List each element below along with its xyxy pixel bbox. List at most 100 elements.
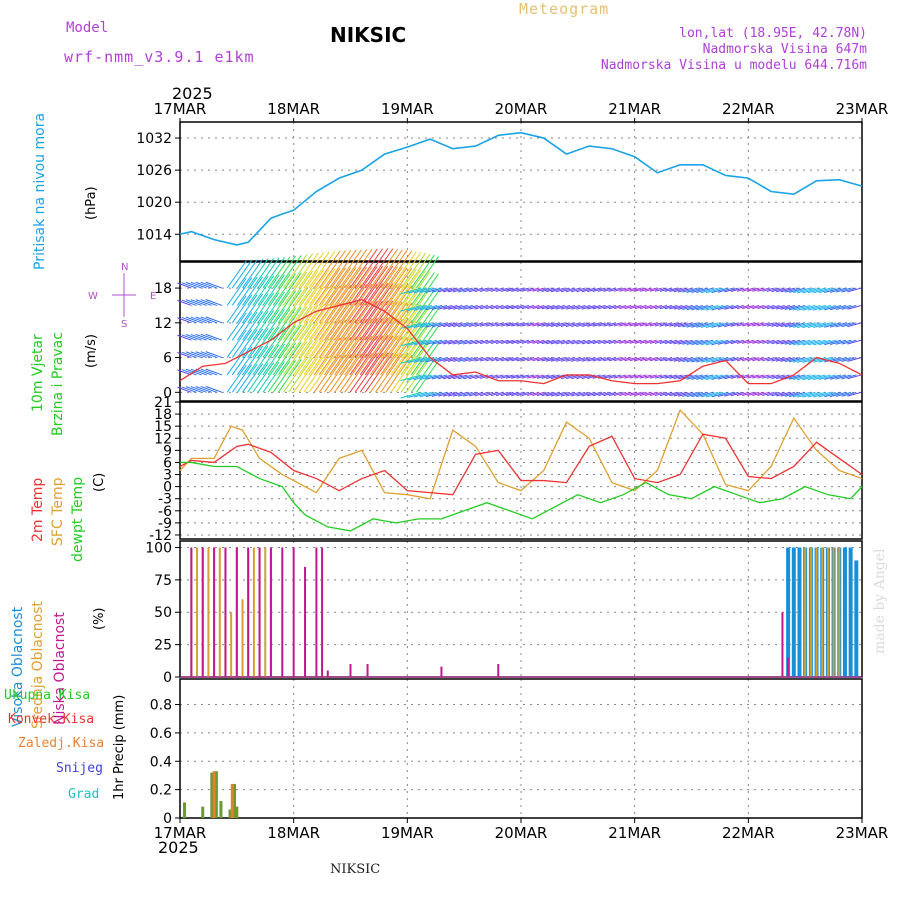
wind-arrow	[736, 287, 750, 292]
cloud-bar	[366, 664, 369, 677]
wind-arrow	[318, 267, 346, 306]
wind-arrow	[664, 322, 678, 327]
y-tick-label: 15	[154, 419, 172, 435]
wind-arrow	[576, 287, 591, 293]
wind-arrow	[592, 322, 606, 327]
x-tick-label-bottom: 17MAR	[154, 824, 207, 842]
wind-arrow	[457, 304, 473, 310]
wind-arrow	[669, 374, 683, 379]
wind-arrow	[177, 317, 192, 324]
wind-arrows	[177, 248, 862, 399]
wind-arrow	[190, 351, 207, 359]
wind-arrow	[400, 304, 422, 312]
wind-arrow	[400, 305, 426, 341]
wind-arrow	[425, 304, 443, 311]
wind-arrow	[380, 302, 408, 341]
wind-arrow	[629, 391, 642, 396]
wind-arrow	[841, 391, 857, 397]
y-tick-label: 6	[163, 351, 172, 367]
wind-arrow	[205, 385, 223, 393]
wind-arrow	[262, 309, 285, 341]
wind-arrow	[613, 322, 627, 327]
wind-arrow	[205, 316, 223, 324]
wind-arrow	[200, 351, 218, 359]
wind-arrow	[644, 322, 657, 327]
wind-arrow	[479, 304, 494, 310]
wind-arrow	[339, 353, 368, 393]
wind-arrow	[385, 320, 413, 358]
wind-arrow	[592, 357, 606, 362]
wind-arrow	[788, 287, 806, 293]
wind-arrow	[252, 362, 275, 393]
wind-arrow	[565, 339, 581, 345]
wind-arrow	[560, 287, 576, 293]
wind-arrow	[231, 277, 253, 306]
x-tick-label-bottom: 18MAR	[267, 824, 320, 842]
wind-arrow	[813, 304, 831, 311]
wind-arrow	[555, 357, 571, 362]
y-tick-label: 0.2	[150, 783, 172, 799]
wind-arrow	[329, 267, 357, 306]
wind-arrow	[474, 322, 489, 327]
wind-arrow	[500, 357, 514, 362]
wind-arrow	[323, 250, 352, 289]
wind-arrow	[603, 374, 617, 379]
wind-arrow	[334, 336, 362, 376]
wind-arrow	[425, 374, 443, 380]
wind-arrow	[288, 270, 313, 306]
wind-arrow	[479, 322, 494, 327]
x-tick-label-bottom: 20MAR	[495, 824, 548, 842]
wind-arrow	[385, 337, 413, 376]
wind-arrow	[247, 258, 269, 289]
wind-arrow	[288, 253, 313, 289]
wind-arrow	[730, 287, 744, 293]
wind-arrow	[603, 304, 617, 310]
wind-arrow	[419, 391, 438, 398]
wind-arrow	[571, 391, 586, 397]
wind-arrow	[581, 391, 596, 397]
compass-north: N	[121, 262, 128, 273]
cloud-bar	[497, 664, 500, 677]
wind-arrow	[395, 252, 422, 289]
wind-arrow	[521, 374, 535, 379]
wind-arrow	[613, 339, 627, 344]
wind-arrow	[673, 374, 688, 380]
wind-arrow	[654, 304, 668, 310]
wind-arrow	[262, 361, 285, 393]
panel-frame	[179, 401, 863, 540]
wind-arrow	[521, 322, 535, 327]
x-tick-label-top: 22MAR	[722, 100, 775, 118]
wind-arrow	[784, 287, 801, 293]
wind-arrow	[717, 322, 734, 328]
wind-arrow	[824, 374, 842, 380]
wind-arrow	[344, 335, 373, 376]
wind-arrow	[313, 250, 341, 289]
wind-arrow	[400, 357, 422, 364]
y-tick-label: -3	[158, 492, 172, 508]
wind-arrow	[506, 357, 519, 362]
wind-arrow	[730, 391, 744, 397]
wind-arrow	[226, 295, 247, 324]
wind-arrow	[479, 357, 494, 362]
wind-arrow	[500, 322, 514, 327]
wind-arrow	[742, 374, 755, 379]
precip-bar	[228, 809, 232, 818]
wind-arrow	[747, 391, 760, 396]
wind-arrow	[521, 339, 535, 344]
wind-arrow	[527, 287, 540, 292]
wind-arrow	[603, 391, 617, 397]
wind-arrow	[413, 304, 432, 311]
wind-arrow	[629, 304, 642, 310]
wind-arrow	[829, 322, 847, 328]
wind-arrow	[252, 310, 275, 341]
wind-arrow	[608, 391, 622, 397]
wind-arrow	[190, 281, 207, 289]
wind-arrow	[490, 357, 504, 362]
wind-arrow	[555, 322, 571, 328]
wind-arrow	[669, 357, 683, 362]
wind-arrow	[226, 277, 247, 306]
wind-arrow	[242, 311, 264, 341]
wind-arrow	[262, 343, 285, 376]
wind-arrow	[780, 339, 796, 345]
wind-arrow	[691, 304, 709, 311]
